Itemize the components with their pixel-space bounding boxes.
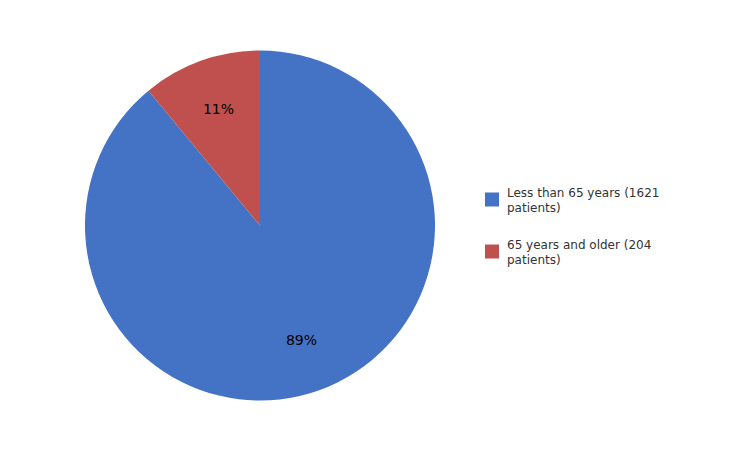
- legend-label: 65 years and older (204patients): [507, 238, 651, 267]
- data-label: 89%: [286, 332, 317, 348]
- legend-label-line: patients): [507, 253, 561, 267]
- legend-label-line: 65 years and older (204: [507, 238, 651, 252]
- chart-root: 89%11%Less than 65 years (1621patients)6…: [0, 0, 752, 451]
- legend-item: Less than 65 years (1621patients): [485, 186, 659, 215]
- legend-label: Less than 65 years (1621patients): [507, 186, 659, 215]
- legend-swatch: [485, 245, 499, 259]
- legend-label-line: Less than 65 years (1621: [507, 186, 659, 200]
- data-labels: 89% 11%: [203, 101, 317, 348]
- data-label: 11%: [203, 101, 234, 117]
- pie: [85, 51, 435, 401]
- pie-slice: [85, 51, 435, 401]
- legend: Less than 65 years (1621patients)65 year…: [485, 186, 659, 267]
- legend-item: 65 years and older (204patients): [485, 238, 651, 267]
- legend-label-line: patients): [507, 201, 561, 215]
- legend-swatch: [485, 193, 499, 207]
- pie-slice: [148, 51, 260, 226]
